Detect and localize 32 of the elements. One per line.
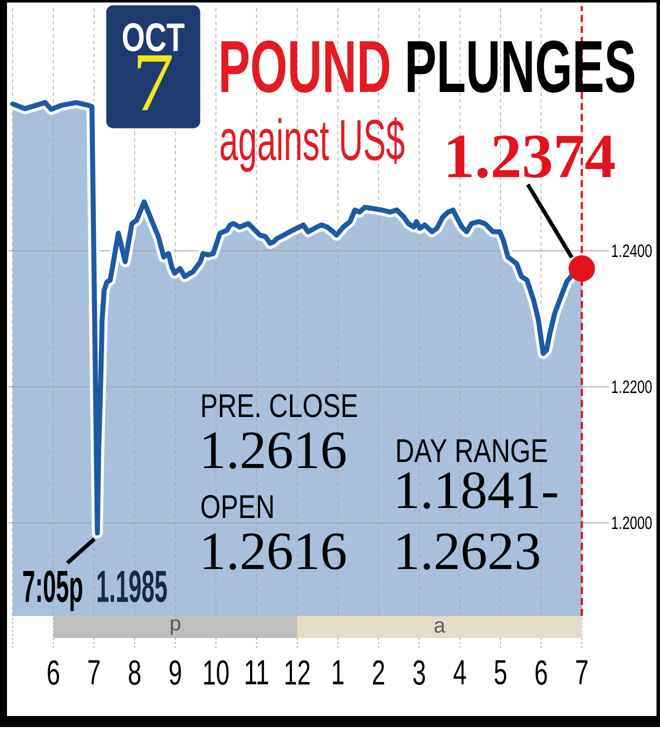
x-tick-label: 5 bbox=[494, 660, 506, 685]
x-tick-label: 11 bbox=[246, 660, 268, 684]
chart-title: POUND PLUNGES bbox=[221, 40, 634, 93]
annotation: OPEN bbox=[201, 495, 273, 518]
x-tick-label: 7 bbox=[88, 660, 100, 684]
annotation: DAY RANGE bbox=[397, 439, 548, 462]
x-tick-label: 2 bbox=[372, 660, 384, 685]
x-tick-label: 6 bbox=[536, 660, 547, 685]
annotation: 1.2374 bbox=[448, 136, 615, 178]
annotation: 7:05p 1.1985 bbox=[23, 570, 167, 612]
x-tick-label: 6 bbox=[48, 660, 60, 685]
annotation: 1.1841- bbox=[398, 472, 558, 509]
x-tick-label: 1 bbox=[332, 660, 344, 684]
text: a bbox=[434, 621, 446, 633]
x-tick-label: 8 bbox=[128, 660, 140, 685]
x-tick-label: 9 bbox=[170, 660, 181, 685]
annotation: 1.2623 bbox=[398, 533, 540, 570]
y-tick-label: 1.2200 bbox=[612, 380, 652, 394]
annotation: 1.2616 bbox=[204, 432, 346, 469]
text: p bbox=[170, 619, 180, 635]
y-tick-label: 1.2000 bbox=[612, 516, 652, 530]
x-tick-label: 4 bbox=[454, 660, 466, 684]
x-tick-label: 10 bbox=[204, 660, 229, 685]
text: against US$ bbox=[220, 117, 404, 172]
x-tick-label: 7 bbox=[576, 660, 588, 684]
annotation: PRE. CLOSE bbox=[202, 394, 357, 418]
y-tick-label: 1.2400 bbox=[612, 244, 652, 258]
annotation: 1.2616 bbox=[204, 533, 346, 570]
x-tick-label: 12 bbox=[286, 660, 310, 685]
x-tick-label: 3 bbox=[413, 660, 425, 685]
annotation: 7 bbox=[138, 55, 172, 110]
annotation: OCT bbox=[122, 23, 184, 52]
